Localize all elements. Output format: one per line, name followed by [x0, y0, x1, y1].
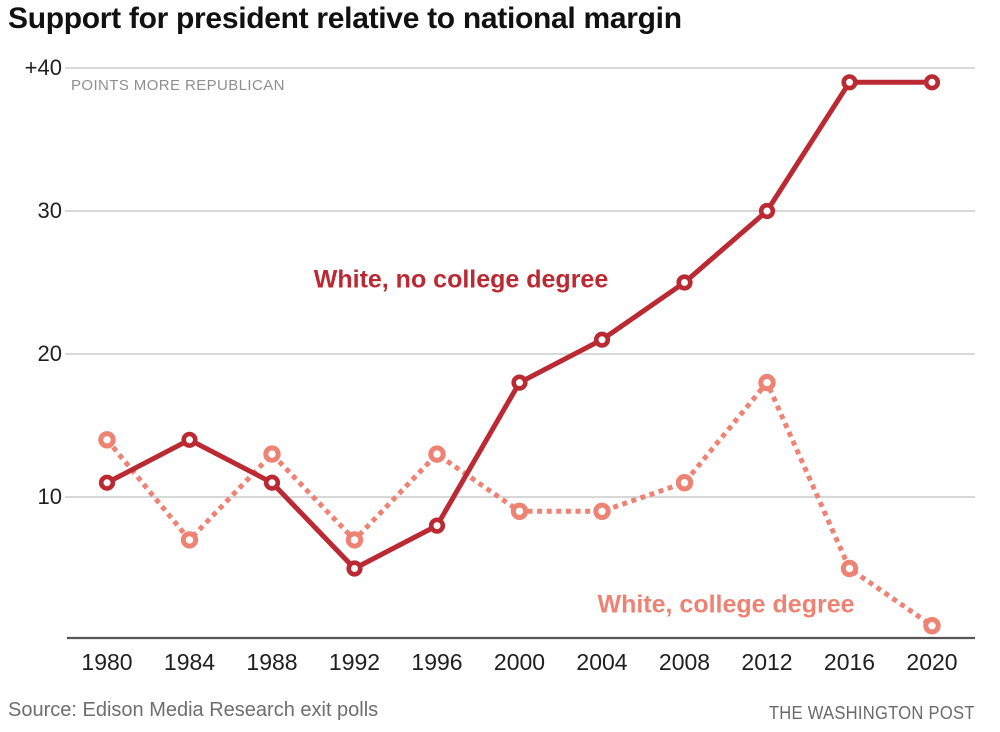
x-tick-label: 2020 — [906, 649, 957, 675]
series-label-white-no-college: White, no college degree — [313, 265, 609, 294]
x-tick-label: 1996 — [411, 649, 462, 675]
data-point-marker — [923, 617, 941, 635]
x-tick-label: 2016 — [824, 649, 875, 675]
data-point-marker — [758, 202, 776, 220]
data-point-marker — [428, 445, 446, 463]
y-tick-label: 20 — [38, 341, 62, 366]
chart-title: Support for president relative to nation… — [8, 2, 682, 35]
x-tick-label: 1992 — [329, 649, 380, 675]
y-tick-label: 30 — [38, 198, 62, 223]
x-tick-label: 2004 — [576, 649, 627, 675]
data-point-marker — [181, 431, 198, 448]
source-note: Source: Edison Media Research exit polls — [8, 699, 379, 721]
x-tick-label: 1988 — [246, 649, 297, 675]
data-point-marker — [676, 274, 693, 291]
data-point-marker — [428, 517, 446, 534]
data-point-marker — [510, 502, 529, 520]
publisher-wordmark: THE WASHINGTON POST — [769, 703, 975, 723]
x-tick-label: 2012 — [741, 649, 792, 675]
data-point-marker — [841, 74, 858, 91]
data-point-marker — [593, 502, 611, 520]
x-tick-label: 2000 — [494, 649, 545, 675]
series-line-solid — [105, 79, 932, 571]
y-tick-label: +40 — [25, 55, 62, 80]
data-point-marker — [593, 331, 611, 348]
data-point-marker — [923, 74, 941, 91]
data-point-marker — [345, 531, 364, 549]
data-point-marker — [98, 474, 116, 491]
data-point-marker — [758, 373, 776, 392]
x-tick-label: 1980 — [81, 649, 132, 675]
data-point-marker — [98, 431, 116, 449]
data-point-marker — [346, 560, 363, 577]
data-point-marker — [263, 445, 281, 463]
data-point-marker — [263, 474, 281, 491]
data-point-marker — [675, 474, 694, 492]
data-point-marker — [840, 559, 859, 578]
y-tick-label: 10 — [38, 484, 62, 509]
y-axis-unit-label: POINTS MORE REPUBLICAN — [71, 77, 285, 94]
x-tick-label: 2008 — [659, 649, 710, 675]
x-tick-label: 1984 — [164, 649, 215, 675]
data-point-marker — [180, 531, 199, 549]
data-point-marker — [511, 374, 528, 391]
series-label-white-college: White, college degree — [597, 590, 855, 619]
